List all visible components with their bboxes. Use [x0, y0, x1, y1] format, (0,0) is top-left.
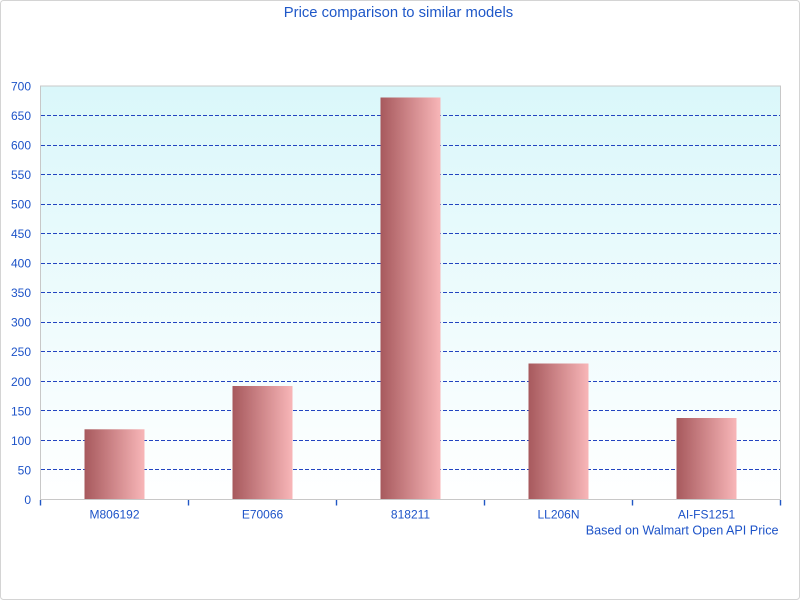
svg-text:AI-FS1251: AI-FS1251: [678, 507, 736, 521]
svg-text:250: 250: [11, 345, 31, 359]
svg-text:350: 350: [11, 286, 31, 300]
svg-text:LL206N: LL206N: [537, 507, 579, 521]
svg-text:700: 700: [11, 79, 31, 93]
svg-text:450: 450: [11, 227, 31, 241]
svg-text:50: 50: [18, 463, 32, 477]
svg-text:100: 100: [11, 434, 31, 448]
svg-text:Price comparison to similar mo: Price comparison to similar models: [284, 5, 513, 21]
svg-text:818211: 818211: [391, 507, 430, 521]
svg-text:E70066: E70066: [242, 507, 284, 521]
svg-text:Based on Walmart Open API Pric: Based on Walmart Open API Price: [586, 524, 779, 538]
svg-text:0: 0: [24, 493, 31, 507]
svg-text:400: 400: [11, 257, 31, 271]
svg-text:150: 150: [11, 404, 31, 418]
svg-text:200: 200: [11, 375, 31, 389]
svg-text:550: 550: [11, 168, 31, 182]
svg-text:300: 300: [11, 316, 31, 330]
svg-text:M806192: M806192: [89, 507, 139, 521]
svg-text:500: 500: [11, 198, 31, 212]
svg-text:650: 650: [11, 109, 31, 123]
svg-text:600: 600: [11, 139, 31, 153]
